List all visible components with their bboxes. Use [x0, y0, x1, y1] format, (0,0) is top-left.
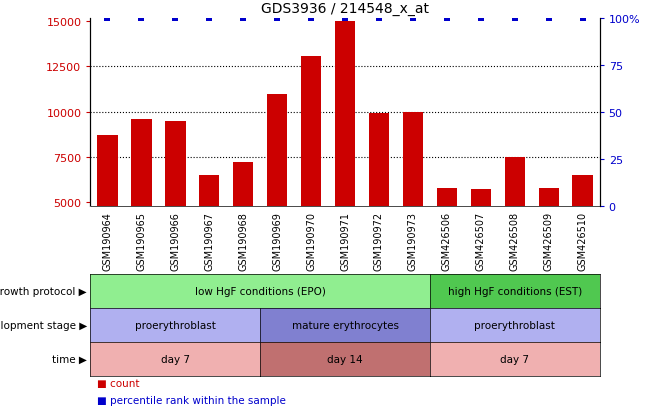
- Text: day 7: day 7: [161, 354, 190, 364]
- Bar: [199, 176, 220, 293]
- Text: GSM190973: GSM190973: [408, 211, 418, 271]
- Point: [272, 15, 283, 22]
- Point: [543, 15, 554, 22]
- Point: [476, 15, 486, 22]
- Text: GSM190968: GSM190968: [239, 211, 248, 270]
- Text: GSM190964: GSM190964: [103, 211, 113, 270]
- Text: GSM426510: GSM426510: [578, 211, 588, 271]
- Point: [136, 15, 147, 22]
- Bar: [539, 188, 559, 293]
- Text: GSM190971: GSM190971: [340, 211, 350, 271]
- Text: GSM426509: GSM426509: [544, 211, 553, 271]
- Text: ■ percentile rank within the sample: ■ percentile rank within the sample: [97, 395, 286, 405]
- Point: [374, 15, 385, 22]
- Bar: [335, 22, 355, 293]
- Bar: [97, 136, 118, 293]
- Text: low HgF conditions (EPO): low HgF conditions (EPO): [195, 286, 326, 296]
- Point: [509, 15, 520, 22]
- Bar: [403, 112, 423, 293]
- Bar: [369, 114, 389, 293]
- Text: time ▶: time ▶: [52, 354, 87, 364]
- Bar: [233, 163, 253, 293]
- Point: [306, 15, 316, 22]
- Point: [204, 15, 214, 22]
- Bar: [165, 121, 186, 293]
- Bar: [301, 57, 322, 293]
- Text: high HgF conditions (EST): high HgF conditions (EST): [448, 286, 582, 296]
- Point: [170, 15, 181, 22]
- Text: GSM190966: GSM190966: [170, 211, 180, 270]
- Point: [340, 15, 350, 22]
- Text: day 14: day 14: [327, 354, 363, 364]
- Point: [407, 15, 418, 22]
- Text: GSM426506: GSM426506: [442, 211, 452, 271]
- Text: GSM426507: GSM426507: [476, 211, 486, 271]
- Text: GSM190967: GSM190967: [204, 211, 214, 271]
- Text: proerythroblast: proerythroblast: [135, 320, 216, 330]
- Text: mature erythrocytes: mature erythrocytes: [291, 320, 399, 330]
- Title: GDS3936 / 214548_x_at: GDS3936 / 214548_x_at: [261, 2, 429, 16]
- Point: [102, 15, 113, 22]
- Bar: [437, 188, 457, 293]
- Point: [442, 15, 452, 22]
- Text: growth protocol ▶: growth protocol ▶: [0, 286, 87, 296]
- Bar: [572, 176, 593, 293]
- Bar: [505, 157, 525, 293]
- Text: day 7: day 7: [500, 354, 529, 364]
- Point: [238, 15, 249, 22]
- Text: GSM426508: GSM426508: [510, 211, 520, 271]
- Text: proerythroblast: proerythroblast: [474, 320, 555, 330]
- Bar: [131, 119, 151, 293]
- Text: ■ count: ■ count: [97, 378, 139, 388]
- Text: GSM190970: GSM190970: [306, 211, 316, 271]
- Text: GSM190972: GSM190972: [374, 211, 384, 271]
- Text: GSM190965: GSM190965: [137, 211, 146, 271]
- Point: [578, 15, 588, 22]
- Text: development stage ▶: development stage ▶: [0, 320, 87, 330]
- Bar: [470, 190, 491, 293]
- Bar: [267, 94, 287, 293]
- Text: GSM190969: GSM190969: [272, 211, 282, 270]
